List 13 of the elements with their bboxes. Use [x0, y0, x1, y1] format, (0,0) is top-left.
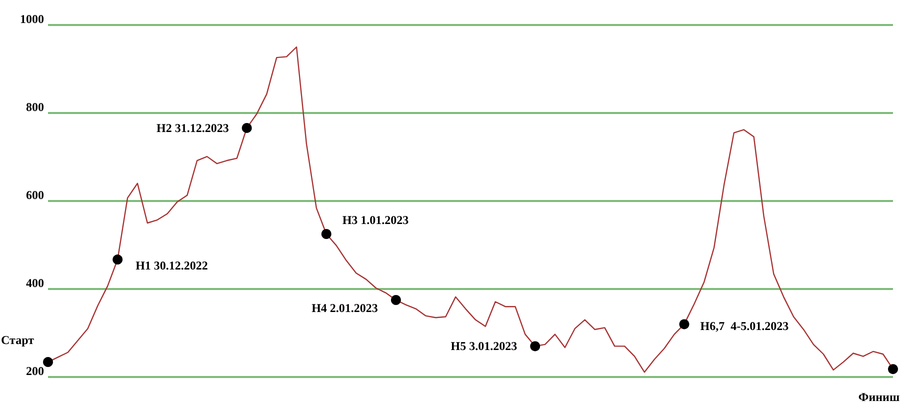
y-tick-label: 200: [26, 364, 44, 378]
data-label: Старт: [1, 333, 34, 348]
y-tick-label: 800: [26, 100, 44, 114]
data-label: Н2 31.12.2023: [156, 120, 229, 135]
data-label: Н5 3.01.2023: [450, 339, 518, 354]
data-label: Н1 30.12.2022: [136, 258, 208, 273]
data-label: Н4 2.01.2023: [312, 301, 378, 315]
data-label: Финиш: [858, 390, 900, 404]
data-label: Н6,7 4-5.01.2023: [700, 319, 789, 334]
y-tick-label: 400: [26, 276, 44, 290]
y-tick-label: 600: [26, 188, 44, 202]
y-tick-label: 1000: [20, 12, 44, 26]
data-label: Н3 1.01.2023: [342, 213, 409, 227]
